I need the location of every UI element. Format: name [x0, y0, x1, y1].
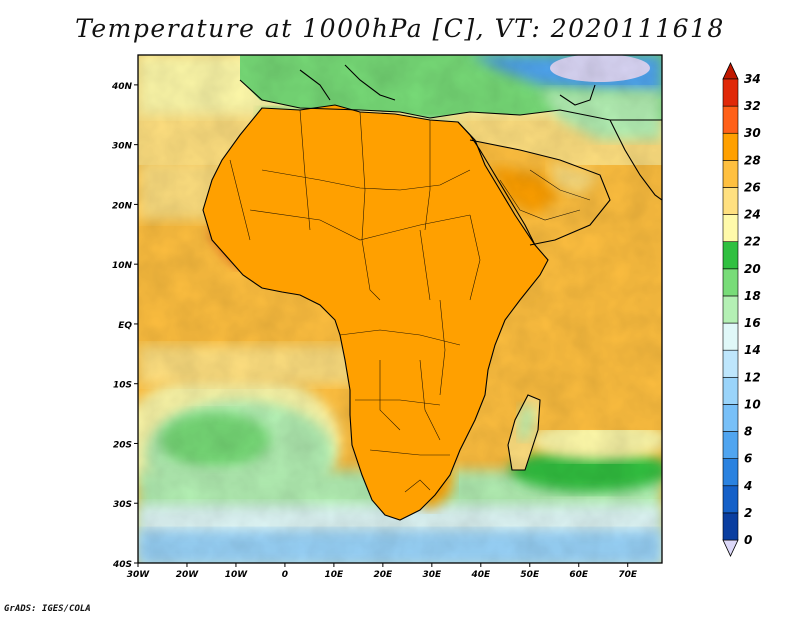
lon-tick-label: 20E: [374, 570, 394, 580]
colorbar-label: 10: [744, 397, 761, 411]
colorbar-label: 18: [744, 289, 761, 303]
lat-tick-label: 10N: [112, 261, 133, 271]
colorbar-swatch: [722, 295, 739, 324]
colorbar-swatch: [722, 105, 739, 134]
coastlines: [202, 64, 662, 521]
colorbar-swatch: [722, 485, 739, 514]
colorbar-under-triangle: [722, 539, 739, 557]
colorbar-swatch: [722, 132, 739, 161]
colorbar-swatch: [722, 376, 739, 405]
colorbar-label: 4: [743, 479, 752, 493]
lat-tick-label: 40S: [112, 560, 132, 570]
lat-tick-label: 30S: [113, 500, 132, 510]
lon-tick-label: 60E: [569, 570, 589, 580]
colorbar-label: 22: [744, 235, 761, 249]
colorbar-swatch: [722, 431, 739, 459]
lat-tick-label: EQ: [118, 321, 132, 331]
lon-tick-label: 30E: [422, 570, 442, 580]
colorbar-swatch: [722, 241, 739, 270]
colorbar-label: 26: [744, 180, 761, 194]
lat-tick-label: 20S: [113, 440, 132, 450]
lat-tick-label: 30N: [112, 142, 133, 152]
colorbar-label: 6: [744, 452, 752, 466]
latitude-axis: 40N 30N 20N 10N EQ 10S 20S 30S 40S: [111, 82, 138, 570]
colorbar-label: 32: [744, 99, 761, 113]
colorbar-over-triangle: [722, 62, 739, 80]
lon-tick-label: 50E: [520, 570, 540, 580]
colorbar-label: 14: [744, 343, 761, 357]
colorbar-swatch: [722, 458, 739, 487]
colorbar-swatch: [722, 512, 739, 541]
colorbar-swatch: [722, 322, 739, 351]
colorbar-label: 28: [744, 153, 761, 167]
colorbar-label: 34: [744, 72, 761, 86]
colorbar-swatch: [722, 404, 739, 432]
colorbar-swatch: [722, 268, 739, 297]
lon-tick-label: 20W: [176, 570, 200, 580]
colorbar-label: 8: [744, 425, 752, 439]
lat-tick-label: 10S: [113, 381, 132, 391]
lon-tick-label: 10E: [325, 570, 345, 580]
software-credit: GrADS: IGES/COLA: [4, 604, 91, 614]
lon-tick-label: 10W: [225, 570, 249, 580]
colorbar-label: 20: [744, 262, 761, 276]
colorbar-swatch: [722, 349, 739, 378]
map-frame: [137, 54, 663, 564]
lat-tick-label: 40N: [111, 82, 133, 92]
colorbar-label: 2: [744, 506, 752, 520]
colorbar-swatches: [722, 62, 739, 557]
colorbar-swatch: [722, 160, 739, 188]
lon-tick-label: 40E: [470, 570, 491, 580]
colorbar-label: 16: [744, 316, 761, 330]
colorbar-label: 0: [744, 533, 752, 547]
country-borders: [211, 109, 591, 493]
colorbar-label: 12: [744, 370, 761, 384]
colorbar-label: 30: [744, 126, 761, 140]
lat-tick-label: 20N: [112, 201, 133, 211]
field-layer: [138, 55, 662, 563]
colorbar-swatch: [722, 78, 739, 107]
colorbar-swatch: [722, 187, 739, 215]
longitude-axis: 30W 20W 10W 0 10E 20E 30E 40E 50E 60E 70E: [127, 563, 638, 580]
colorbar-swatch: [722, 214, 739, 243]
map-title: Temperature at 1000hPa [C], VT: 20201116…: [75, 14, 725, 43]
lon-tick-label: 30W: [127, 570, 151, 580]
lon-tick-label: 0: [282, 570, 288, 580]
colorbar-label: 24: [744, 208, 761, 222]
lon-tick-label: 70E: [618, 570, 638, 580]
